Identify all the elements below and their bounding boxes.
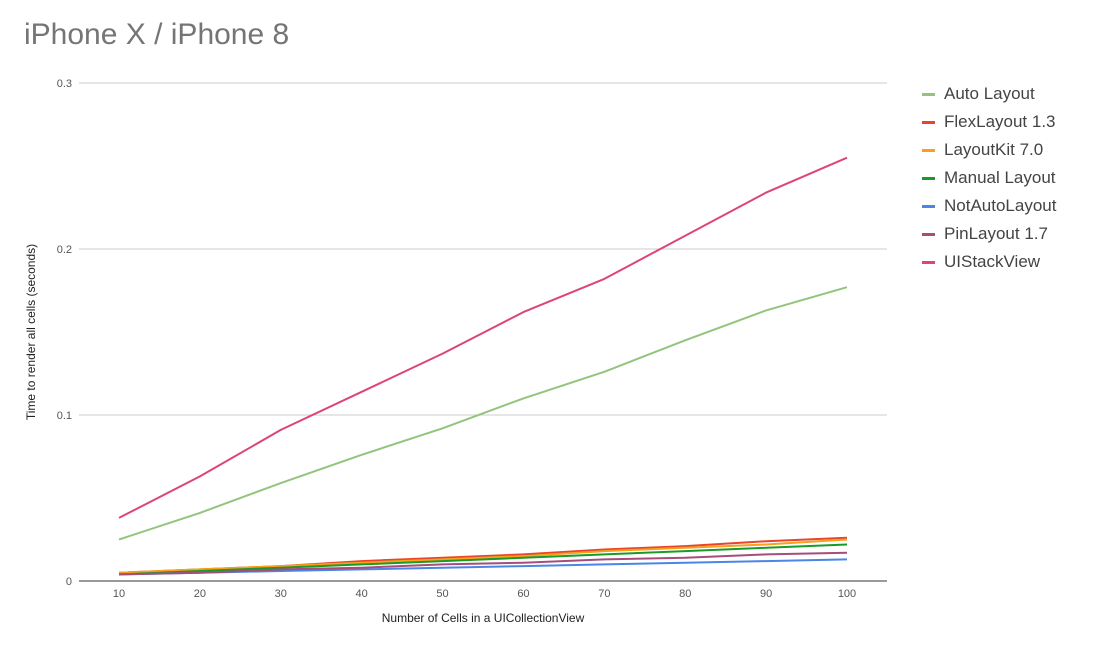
legend-swatch — [922, 148, 935, 152]
x-tick-label: 90 — [760, 588, 772, 600]
x-tick-label: 60 — [517, 588, 529, 600]
series-line-layoutkit-7-0 — [118, 538, 848, 574]
y-tick-label: 0.2 — [57, 244, 72, 256]
series-line-uistackview — [118, 156, 848, 519]
legend-label: FlexLayout 1.3 — [944, 112, 1056, 131]
x-tick-label: 30 — [275, 588, 287, 600]
y-axis-label: Time to render all cells (seconds) — [24, 244, 38, 420]
x-tick-label: 10 — [113, 588, 125, 600]
y-tick-label: 0.3 — [57, 78, 72, 90]
legend-item: PinLayout 1.7 — [922, 220, 1056, 248]
x-tick-label: 20 — [194, 588, 206, 600]
legend-item: NotAutoLayout — [922, 192, 1056, 220]
legend-swatch — [922, 92, 935, 96]
y-tick-label: 0 — [66, 576, 72, 588]
x-tick-label: 40 — [356, 588, 368, 600]
legend-item: Manual Layout — [922, 164, 1056, 192]
series-line-manual-layout — [118, 543, 848, 576]
x-tick-label: 100 — [838, 588, 856, 600]
legend-item: LayoutKit 7.0 — [922, 136, 1056, 164]
x-tick-labels: 10 20 30 40 50 60 70 80 90 100 — [113, 588, 856, 600]
legend-label: UIStackView — [944, 252, 1041, 271]
y-tick-label: 0.1 — [57, 410, 72, 422]
legend-label: Auto Layout — [944, 84, 1035, 103]
y-tick-labels: 0 0.1 0.2 0.3 — [57, 78, 72, 588]
gridlines — [79, 82, 887, 582]
x-tick-label: 70 — [598, 588, 610, 600]
legend-swatch — [922, 120, 935, 124]
legend-label: NotAutoLayout — [944, 196, 1057, 215]
x-tick-label: 80 — [679, 588, 691, 600]
legend-swatch — [922, 260, 935, 264]
series-line-auto-layout — [118, 286, 848, 541]
legend-item: Auto Layout — [922, 80, 1056, 108]
legend-swatch — [922, 232, 935, 236]
legend-label: LayoutKit 7.0 — [944, 140, 1044, 159]
legend-swatch — [922, 176, 935, 180]
legend-swatch — [922, 204, 935, 208]
x-axis-label: Number of Cells in a UICollectionView — [382, 611, 585, 625]
chart-title: iPhone X / iPhone 8 — [24, 18, 290, 51]
legend-item: FlexLayout 1.3 — [922, 108, 1056, 136]
series-lines — [118, 156, 848, 576]
legend: Auto Layout FlexLayout 1.3 LayoutKit 7.0 Ma… — [922, 80, 1056, 276]
series-line-pinlayout-1-7 — [118, 551, 848, 576]
legend-item: UIStackView — [922, 248, 1056, 276]
legend-label: Manual Layout — [944, 168, 1056, 187]
legend-label: PinLayout 1.7 — [944, 224, 1048, 243]
x-tick-label: 50 — [436, 588, 448, 600]
